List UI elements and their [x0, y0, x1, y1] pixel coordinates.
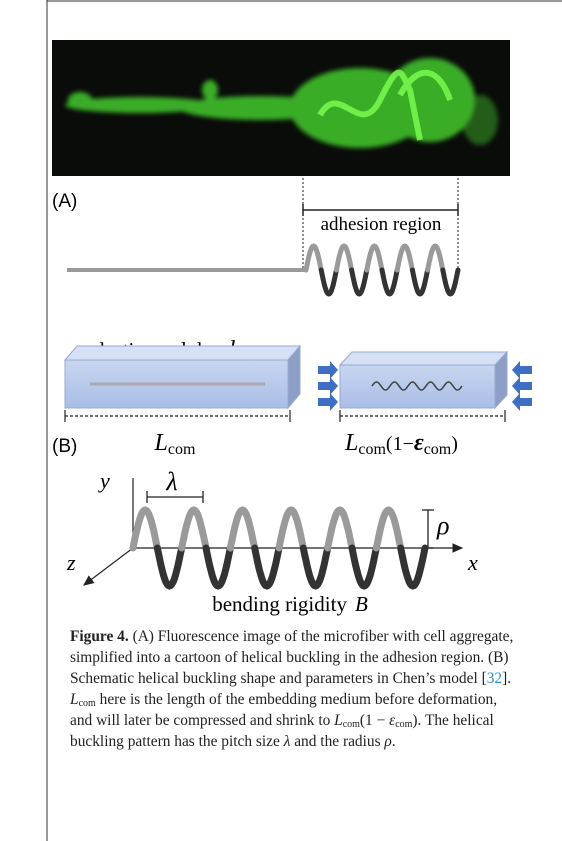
caption-text: and the radius — [290, 733, 385, 750]
helix-segment — [349, 267, 370, 297]
axis-label: x — [467, 550, 478, 575]
pitch-symbol: λ — [165, 467, 177, 496]
caption-text: here is the length of the embedding medi… — [70, 691, 498, 729]
region-guides — [302, 178, 459, 268]
fluorescence-image — [52, 40, 510, 176]
helix-segment — [409, 267, 431, 297]
helix-segment — [324, 506, 356, 552]
helix-segment — [226, 506, 259, 552]
helix-segment — [318, 267, 339, 297]
caption-subscript: com — [342, 719, 360, 730]
helix-segment — [202, 544, 234, 590]
helix-segment — [178, 506, 210, 552]
helix-segment — [364, 243, 385, 273]
axis-label: y — [98, 468, 110, 493]
helix-segment — [153, 544, 186, 590]
helix-segment — [440, 267, 461, 297]
caption-text: (A) Fluorescence image of the microfiber… — [70, 628, 514, 687]
helix-segment — [303, 243, 324, 273]
helix — [129, 506, 429, 590]
radius-symbol: ρ — [436, 511, 449, 540]
helix-segment — [299, 544, 332, 590]
helix-segment — [425, 243, 446, 273]
caption-text: ). The helical buckling pattern has the … — [70, 712, 494, 750]
compressed-length: Lcom(1−εcom) — [344, 430, 458, 458]
panel-label: (A) — [52, 191, 77, 212]
caption-symbol: ε — [389, 712, 396, 729]
caption-symbol: L — [70, 691, 79, 708]
caption-subscript: com — [395, 719, 413, 730]
helix-segment — [333, 243, 355, 273]
helix-segment — [251, 544, 283, 590]
helix-segment — [394, 243, 415, 273]
caption-symbol: L — [334, 712, 343, 729]
helix-segment — [397, 544, 429, 590]
compressed-box — [318, 350, 532, 411]
figure-caption: Figure 4. (A) Fluorescence image of the … — [70, 626, 515, 752]
caption-subscript: com — [78, 698, 96, 709]
panel-label: (B) — [52, 436, 77, 457]
region-bracket — [302, 204, 459, 216]
pitch-bracket — [146, 491, 204, 503]
helix-segment — [379, 267, 400, 297]
helix-segment — [275, 506, 307, 552]
region-label: adhesion region — [321, 214, 442, 235]
caption-text: . — [391, 733, 396, 750]
axis-label: z — [66, 550, 76, 575]
length-symbol: Lcom — [154, 430, 196, 458]
caption-text: (1 − — [359, 712, 390, 729]
caption-label: Figure 4. — [70, 628, 129, 645]
citation-link[interactable]: 32 — [486, 670, 503, 687]
radius-bracket — [422, 509, 434, 549]
caption-symbol: ρ — [384, 733, 392, 750]
length-bar — [64, 410, 291, 422]
helix-segment — [129, 506, 161, 552]
helix — [303, 243, 461, 297]
caption-text: ]. — [502, 670, 512, 687]
rigidity-label: bending rigidity B — [212, 592, 368, 616]
compressed-length-bar — [339, 410, 506, 422]
helix-segment — [372, 506, 405, 552]
helix-segment — [348, 544, 380, 590]
caption-symbol: λ — [283, 733, 291, 750]
medium-box — [63, 344, 302, 410]
